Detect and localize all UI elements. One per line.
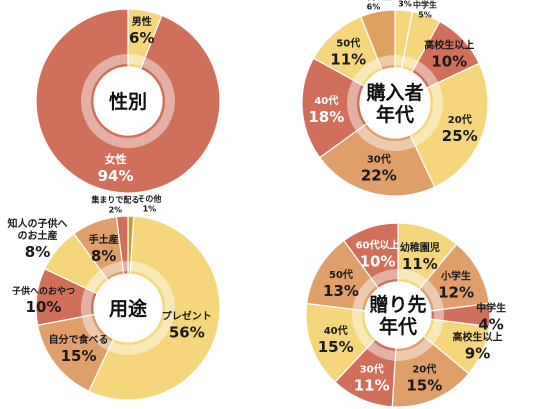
purpose-label-6: 集まりで配る — [90, 194, 139, 204]
recipient-age-label-0: 幼稚園児 — [400, 241, 440, 254]
recipient-age-title: 贈り先年代 — [369, 293, 426, 338]
purpose-value-1: 56% — [169, 324, 205, 342]
purpose-value-0: 1% — [143, 204, 157, 213]
recipient-age-value-0: 11% — [402, 255, 438, 273]
gender-value-0: 6% — [129, 29, 154, 47]
buyer-age-inner-ring — [347, 55, 443, 151]
buyer-age-value-4: 22% — [361, 167, 397, 185]
gender-title: 性別 — [109, 90, 147, 113]
buyer-age-value-3: 25% — [442, 127, 478, 145]
recipient-age-label-2: 中学生 — [476, 302, 506, 315]
purpose-value-5: 8% — [91, 247, 116, 265]
recipient-age-inner-ring — [352, 269, 444, 361]
purpose-inner-ring — [81, 261, 175, 355]
purpose-label-4: 知人の子供へのお土産 — [7, 217, 68, 242]
recipient-age-value-2: 4% — [478, 316, 503, 334]
purpose-title: 用途 — [109, 297, 148, 320]
purpose-slice-1 — [88, 215, 221, 401]
buyer-age-label-6: 50代 — [336, 36, 360, 49]
purpose-value-6: 2% — [109, 205, 123, 214]
recipient-age-label-8: 60代以上 — [356, 239, 400, 252]
gender-center-disc — [94, 67, 162, 135]
recipient-age-value-6: 15% — [318, 338, 354, 356]
recipient-age-label-7: 50代 — [329, 268, 353, 281]
recipient-age-value-3: 9% — [465, 345, 490, 363]
recipient-age-value-7: 13% — [323, 282, 359, 300]
purpose-label-2: 自分で食べる — [49, 333, 109, 346]
purpose-center-disc — [94, 274, 162, 342]
purpose-value-2: 15% — [61, 347, 97, 365]
buyer-age-value-7: 6% — [367, 3, 381, 12]
recipient-age-label-1: 小学生 — [440, 270, 471, 283]
buyer-age-value-5: 18% — [308, 108, 344, 126]
buyer-age-value-1: 5% — [418, 10, 432, 19]
buyer-age-value-0: 3% — [398, 0, 412, 8]
purpose-label-3: 子供へのおやつ — [12, 285, 75, 297]
buyer-age-chart: 購入者年代小学生3%中学生5%高校生以上10%20代25%30代22%40代18… — [301, 0, 489, 197]
gender-label-0: 男性 — [132, 15, 152, 28]
purpose-label-1: プレゼント — [162, 310, 212, 323]
buyer-age-label-2: 高校生以上 — [424, 39, 474, 52]
recipient-age-value-1: 12% — [438, 284, 474, 302]
recipient-age-label-3: 高校生以上 — [453, 331, 503, 344]
purpose-label-0: その他 — [137, 193, 161, 203]
buyer-age-center-disc — [360, 68, 430, 138]
recipient-age-value-4: 15% — [406, 376, 442, 394]
buyer-age-value-2: 10% — [431, 53, 467, 71]
buyer-age-label-4: 30代 — [367, 153, 391, 166]
buyer-age-label-1: 中学生 — [413, 0, 437, 9]
recipient-age-label-4: 20代 — [412, 362, 436, 375]
buyer-age-value-6: 11% — [330, 50, 366, 68]
gender-label-1: 女性 — [105, 152, 127, 166]
recipient-age-value-5: 11% — [354, 376, 390, 394]
gender-inner-ring — [81, 54, 175, 148]
gender-value-1: 94% — [98, 167, 134, 185]
recipient-age-center-disc — [365, 282, 431, 348]
buyer-age-label-3: 20代 — [448, 113, 472, 126]
recipient-age-label-5: 30代 — [360, 362, 384, 375]
purpose-label-5: 手土産 — [89, 233, 119, 246]
recipient-age-value-8: 10% — [360, 253, 396, 271]
recipient-age-chart: 贈り先年代幼稚園児11%小学生12%中学生4%高校生以上9%20代15%30代1… — [305, 222, 506, 408]
buyer-age-title: 購入者年代 — [366, 81, 423, 126]
buyer-age-label-5: 40代 — [314, 94, 338, 107]
buyer-age-label-7: 60代以上 — [356, 0, 391, 2]
recipient-age-label-6: 40代 — [324, 324, 348, 337]
purpose-value-3: 10% — [26, 298, 62, 316]
purpose-value-4: 8% — [25, 243, 50, 261]
